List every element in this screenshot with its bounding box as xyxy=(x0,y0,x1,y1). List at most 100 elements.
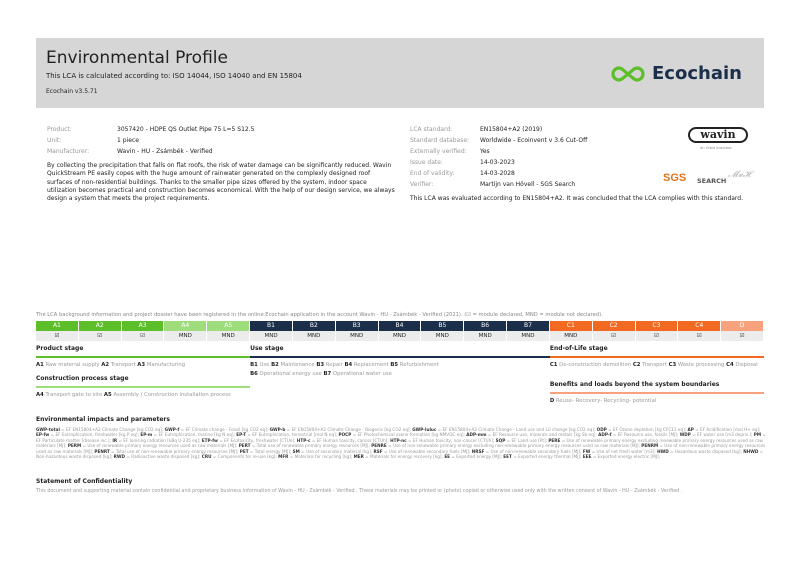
stage-name: Transport xyxy=(642,362,667,368)
stage-description-beyond: D Reuse- Recovery- Recycling- potential xyxy=(550,397,760,406)
stage-line-product xyxy=(36,356,251,358)
glossary-entry: RSF = Use of renewable secondary fuels [… xyxy=(373,448,472,454)
info-value: 14-03-2023 xyxy=(480,159,515,166)
glossary-abbr: PET xyxy=(239,448,249,454)
module-mark: ☑ xyxy=(721,331,764,341)
stage-item: A1 Raw material supply xyxy=(36,362,101,368)
glossary-abbr: ADP-mm xyxy=(466,432,487,438)
glossary-abbr: EP-T xyxy=(236,432,247,438)
info-value: 14-03-2028 xyxy=(480,170,515,177)
info-value: Worldwide - Ecoinvent v 3.6 Cut-Off xyxy=(480,137,588,144)
stage-name: Transport xyxy=(110,362,136,368)
info-row: End of validity: 14-03-2028 xyxy=(410,170,515,177)
glossary-abbr: PENRT xyxy=(94,448,110,454)
glossary-entry: CRU = Components for re-use [kg]; xyxy=(201,454,279,460)
stage-description-product: A1 Raw material supply A2 Transport A3 M… xyxy=(36,361,246,370)
stage-item: C4 Disposal xyxy=(726,362,758,368)
glossary-def: EF Eutrophication, marine [kg N eq] xyxy=(158,432,234,438)
glossary-entry: EP-T = EF Eutrophication, terrestrial [m… xyxy=(236,432,339,438)
glossary-def: Components for re-use [kg] xyxy=(217,454,276,460)
glossary-def: EF Human toxicity, cancer [CTUh] xyxy=(316,437,388,443)
glossary-entry: PM = EF Particulate matter [disease inc.… xyxy=(36,432,766,443)
glossary-abbr: GWP-b xyxy=(269,427,286,432)
stage-name: Raw material supply xyxy=(45,362,100,368)
info-label: Manufacturer: xyxy=(47,148,90,155)
stage-code: C3 xyxy=(668,362,677,368)
glossary-entry: ETP-fw = EF Ecotoxicity, freshwater [CTU… xyxy=(201,437,297,443)
glossary-abbr: POCP xyxy=(338,432,352,438)
glossary-abbr: NRSF xyxy=(471,448,485,454)
info-value: Wavin - HU - Zsámbék - Verified xyxy=(117,148,213,155)
glossary-def: EF Resource use, fossils [MJ] xyxy=(617,432,677,438)
glossary-def: EF EN15804+A2 Climate Change - Land use … xyxy=(442,427,594,432)
stage-code: A4 xyxy=(36,392,44,398)
info-value: 3057420 - HDPE QS Outlet Pipe 75 L=5 S12… xyxy=(117,126,255,133)
glossary-def: Exported energy [MJ] xyxy=(456,454,501,460)
stage-description-eol: C1 De-construction demolition C2 Transpo… xyxy=(550,361,760,370)
stage-title-beyond: Benefits and loads beyond the system bou… xyxy=(549,381,720,388)
wavin-logo: wavin xyxy=(688,127,748,143)
stage-code: A2 xyxy=(101,362,110,368)
module-header: A3 xyxy=(121,321,165,331)
glossary-abbr: ETP-fw xyxy=(201,437,218,443)
glossary-def: Exported energy electric [MJ] xyxy=(597,454,659,460)
module-mark: MND xyxy=(335,331,379,341)
glossary-abbr: EP-fw xyxy=(36,432,50,438)
module-mark: ☑ xyxy=(78,331,122,341)
glossary-def: Exported energy thermal [MJ] xyxy=(518,454,581,460)
stage-description-construction: A4 Transport gate to site A5 Assembly / … xyxy=(36,391,246,400)
glossary-abbr: EP-m xyxy=(140,432,153,438)
glossary-entry: EE = Exported energy [MJ]; xyxy=(444,454,504,460)
glossary-def: EF Ozone depletion [kg CFC11 eq] xyxy=(612,427,685,432)
glossary-entry: PERT = Total use of renewable primary en… xyxy=(238,443,372,449)
module-header: B7 xyxy=(507,321,550,331)
module-header: C1 xyxy=(549,321,593,331)
info-row: Unit: 1 piece xyxy=(47,137,139,144)
module-mark: MND xyxy=(549,331,593,341)
glossary-entry: PET = Total energy [MJ]; xyxy=(239,448,293,454)
stage-name: Repair xyxy=(325,362,343,368)
glossary-entry: GWP-total = EF EN15804+A2 Climate Change… xyxy=(36,427,165,432)
module-header: D xyxy=(721,321,764,331)
glossary-def: Use of renewable primary energy excludin… xyxy=(36,437,763,449)
glossary-entry: GWP-f = EF Climate change - Fossil [kg C… xyxy=(164,427,270,432)
module-mark: MND xyxy=(421,331,465,341)
glossary-def: EF Ecotoxicity, freshwater [CTUe] xyxy=(224,437,295,443)
stage-code: B3 xyxy=(316,362,325,368)
glossary-entry: PERE = Use of renewable primary energy e… xyxy=(36,437,763,449)
glossary-abbr: PERM xyxy=(67,443,82,449)
info-row: Standard database: Worldwide - Ecoinvent … xyxy=(410,137,587,144)
glossary-entry: HWD = Hazardous waste disposed [kg]; xyxy=(657,448,744,454)
stage-name: Transport gate to site xyxy=(45,392,103,398)
glossary-def: EF Eutrophication, terrestrial [mol N eq… xyxy=(252,432,336,438)
info-label: Verifier: xyxy=(410,181,434,188)
info-row: Issue date: 14-03-2023 xyxy=(410,159,515,166)
glossary-abbr: EE xyxy=(444,454,451,460)
glossary-title: Environmental impacts and parameters xyxy=(36,416,170,423)
stage-name: De-construction demolition xyxy=(559,362,632,368)
glossary-def: EF Resource use, minerals and metals [kg… xyxy=(492,432,596,438)
version: Ecochain v3.5.71 xyxy=(46,88,98,95)
header-banner: Environmental Profile This LCA is calcul… xyxy=(36,38,764,108)
info-value: Martijn van Hövell - SGS Search xyxy=(480,181,576,188)
glossary-entry: NRSF = Use of non-renewable secondary fu… xyxy=(471,448,583,454)
glossary-def: Use of renewable primary energy resource… xyxy=(87,443,236,449)
glossary-entry: WDP = EF water use [m3 depriv.]; xyxy=(679,432,754,438)
stage-item: A4 Transport gate to site xyxy=(36,392,104,398)
glossary-entry: POCP = EF Photochemical ozone formation … xyxy=(338,432,467,438)
logo-text: Ecochain xyxy=(652,63,742,84)
page-title: Environmental Profile xyxy=(46,48,228,68)
glossary-entry: FW = Use of net fresh water [m3]; xyxy=(582,448,658,454)
glossary-abbr: EEE xyxy=(582,454,592,460)
stage-item: B7 Operational water use xyxy=(324,371,392,377)
module-mark: MND xyxy=(164,331,208,341)
stage-item: B6 Operational energy use xyxy=(250,371,323,377)
stage-item: B3 Repair xyxy=(316,362,344,368)
module-mark: ☑ xyxy=(678,331,722,341)
glossary-abbr: FW xyxy=(582,448,591,454)
glossary-def: Use of non-renewable primary energy reso… xyxy=(36,443,766,454)
stage-code: B4 xyxy=(344,362,353,368)
glossary-entry: NHWD = Non-hazardous waste disposed [kg]… xyxy=(36,448,764,460)
glossary-def: EF Eutrophication, freshwater [kg P eq] xyxy=(55,432,138,438)
glossary-def: Use of non-renewable primary energy excl… xyxy=(392,443,639,449)
